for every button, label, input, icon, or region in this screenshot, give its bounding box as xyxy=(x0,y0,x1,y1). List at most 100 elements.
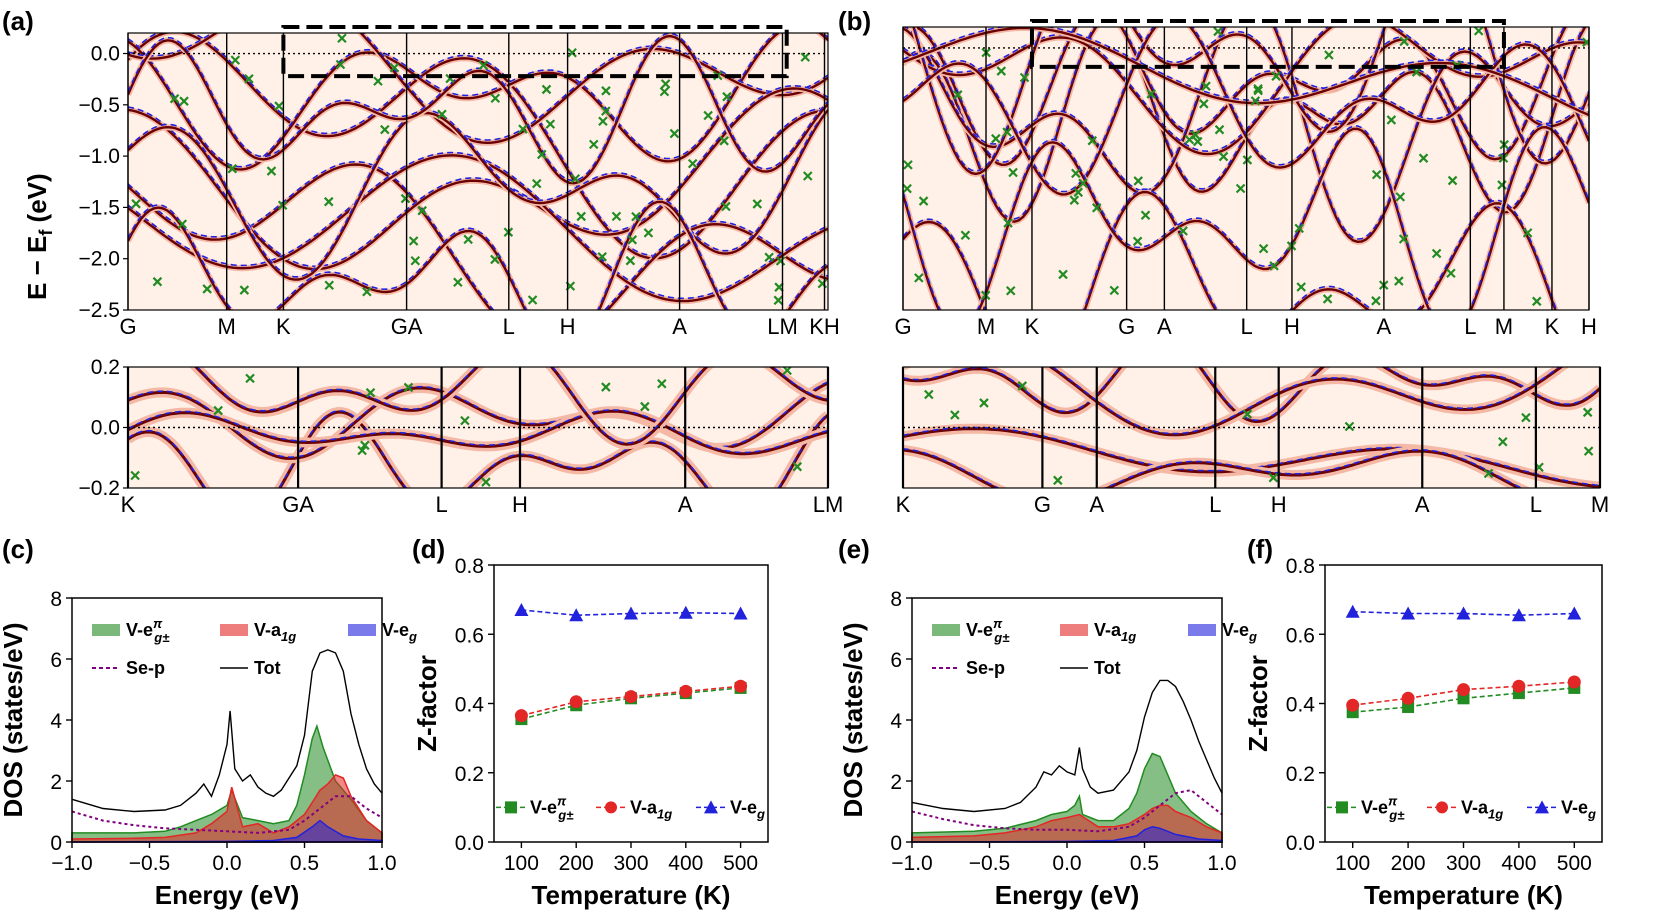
qp-peak-marker xyxy=(1192,136,1203,147)
kpoint-label: LM xyxy=(813,492,844,517)
qp-peak-marker xyxy=(1242,409,1253,419)
legend-label: V-eg xyxy=(382,620,417,644)
kpoint-label: K xyxy=(276,314,291,339)
kpoint-label: H xyxy=(560,314,576,339)
bands-layer xyxy=(128,367,828,488)
xtick-label: 100 xyxy=(504,852,539,875)
legend-label: V-a1g xyxy=(254,620,296,644)
kpoint-label: H xyxy=(1284,314,1300,339)
x-axis-label: Energy (eV) xyxy=(995,880,1140,910)
qp-peak-marker xyxy=(400,193,411,204)
qp-peak-marker xyxy=(914,273,924,283)
plot-frame xyxy=(902,366,1601,489)
qp-peak-marker xyxy=(1386,115,1397,125)
ytick-label: −0.5 xyxy=(79,94,120,117)
legend-swatch xyxy=(1060,624,1088,636)
z-marker-triangle xyxy=(1401,606,1416,620)
dos-line-se-p xyxy=(71,795,383,834)
qp-peak-marker xyxy=(960,230,971,241)
band-line xyxy=(128,33,828,145)
qp-peak-marker xyxy=(625,255,636,266)
qp-peak-marker xyxy=(719,136,729,146)
xtick-label: 200 xyxy=(1391,852,1426,875)
qp-peak-marker xyxy=(1253,83,1263,94)
qp-peak-marker xyxy=(1521,412,1531,423)
qp-peak-marker xyxy=(531,178,542,189)
qp-peak-marker xyxy=(323,196,334,207)
qp-peak-marker xyxy=(463,234,473,245)
dft-band xyxy=(128,33,828,168)
xtick-label: 300 xyxy=(1446,852,1481,875)
qp-peak-marker xyxy=(1253,85,1263,96)
ytick-label: 0.6 xyxy=(455,624,484,647)
kpoint-label: K xyxy=(896,492,911,517)
qp-peak-marker xyxy=(952,90,963,100)
qp-peak-marker xyxy=(601,382,611,392)
band-line xyxy=(128,163,828,310)
xtick-label: 100 xyxy=(1335,852,1370,875)
qp-peak-marker xyxy=(611,211,622,222)
ytick-label: 0.8 xyxy=(455,555,484,578)
z-marker-triangle xyxy=(733,606,748,620)
z-marker-triangle xyxy=(514,603,529,617)
qp-peak-marker xyxy=(1269,261,1279,271)
legend-label-se-p: Se-p xyxy=(966,658,1005,678)
qp-peak-marker xyxy=(1005,285,1016,296)
xtick-label: 200 xyxy=(559,852,594,875)
kpoint-label: M xyxy=(1495,314,1513,339)
qp-peak-marker xyxy=(1058,269,1068,280)
xtick-label: −0.5 xyxy=(969,852,1010,875)
ytick-label: 0.2 xyxy=(91,356,120,379)
qp-peak-marker xyxy=(979,398,989,408)
qp-peak-marker xyxy=(1395,192,1406,202)
xtick-label: 400 xyxy=(668,852,703,875)
ytick-label: 2 xyxy=(890,771,902,794)
kpoint-label: L xyxy=(503,314,515,339)
qp-peak-marker xyxy=(1399,36,1409,47)
xtick-label: −0.5 xyxy=(129,852,170,875)
qp-peak-marker xyxy=(1214,124,1225,135)
dft-band xyxy=(128,409,828,488)
kpoint-label: G xyxy=(894,314,911,339)
dos-line-total xyxy=(71,649,383,813)
qp-peak-marker xyxy=(640,401,650,412)
qp-peak-marker xyxy=(1583,446,1594,456)
qp-peak-marker xyxy=(460,415,470,426)
qp-peak-marker xyxy=(337,33,347,44)
qp-peak-marker xyxy=(643,228,654,238)
qp-peak-marker xyxy=(1531,296,1542,307)
qp-peak-marker xyxy=(365,387,376,398)
qp-peak-marker xyxy=(802,171,813,181)
kpoint-label: M xyxy=(1591,492,1609,517)
ytick-label: 8 xyxy=(890,588,902,611)
qp-peak-marker xyxy=(1201,81,1211,91)
ytick-label: −2.5 xyxy=(79,299,120,322)
qp-peak-marker xyxy=(179,96,189,106)
qp-peak-marker xyxy=(380,124,390,135)
legend-swatch xyxy=(1188,624,1216,636)
qp-peak-marker xyxy=(1071,168,1081,179)
ytick-label: 0.2 xyxy=(455,763,484,786)
kpoint-label: A xyxy=(1377,314,1392,339)
z-marker-triangle xyxy=(1345,604,1360,618)
dft-band xyxy=(903,188,1558,310)
dft-band xyxy=(128,33,828,141)
qp-peak-marker xyxy=(1522,228,1533,238)
kpoint-label: H xyxy=(512,492,528,517)
z-marker-circle xyxy=(1401,691,1415,705)
qp-peak-marker xyxy=(527,295,538,305)
qp-peak-marker xyxy=(1398,234,1409,244)
qp-peak-marker xyxy=(357,445,367,456)
band-structure-a-top: G M K GA L H A LM KH 0.0 −0.5 −1.0 −1.5 −2.0 −2.5 xyxy=(79,25,840,339)
panel-label-a: (a) xyxy=(2,6,34,36)
qp-peak-marker xyxy=(1087,135,1098,146)
dft-band xyxy=(128,381,828,459)
qp-peak-marker xyxy=(437,109,447,120)
dft-band xyxy=(128,33,828,257)
qp-peak-marker xyxy=(1146,89,1157,99)
qp-peak-marker xyxy=(1132,236,1143,247)
legend-marker xyxy=(505,801,517,814)
band-line xyxy=(128,409,828,456)
qp-peak-marker xyxy=(239,285,250,295)
qp-peak-marker xyxy=(1178,226,1188,236)
